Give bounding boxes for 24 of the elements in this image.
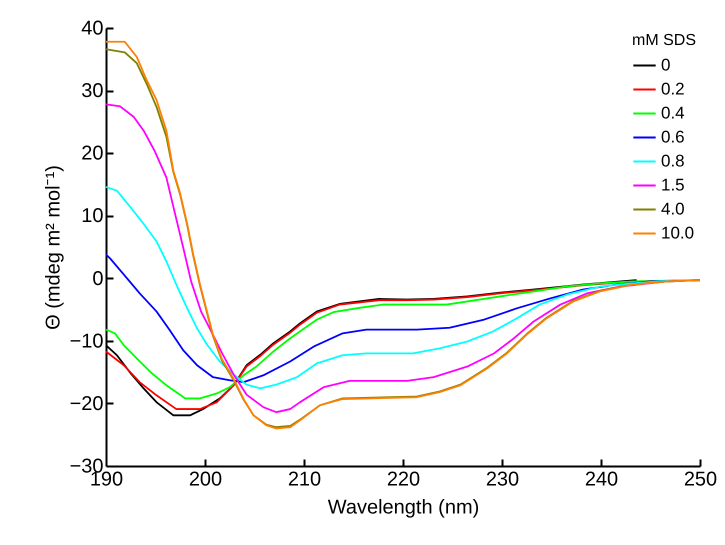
legend-label: 4.0 [661,200,685,218]
x-tick-label: 230 [486,468,520,490]
y-tick-label: 10 [81,205,104,228]
y-tick-label: 30 [81,80,104,102]
y-tick-label: −10 [70,330,104,352]
y-tick-label: 0 [92,268,104,290]
y-axis-title: Θ (mdeg m² mol⁻¹) [42,165,65,330]
legend-label: 0.4 [661,104,685,122]
legend-title: mM SDS [632,32,696,49]
legend-label: 1.5 [661,176,685,194]
x-tick-label: 220 [386,468,420,490]
legend-label: 0.2 [661,80,685,98]
x-tick-label: 200 [188,468,222,490]
legend-label: 0.6 [661,128,685,146]
legend-label: 0 [661,56,670,74]
y-tick-label: −20 [70,392,104,415]
legend-label: 10.0 [661,224,694,242]
x-tick-label: 210 [288,468,322,490]
legend-label: 0.8 [661,152,685,170]
y-tick-label: 20 [81,142,104,165]
y-tick-label: 40 [81,18,104,40]
x-tick-label: 240 [584,468,618,490]
x-axis-title: Wavelength (nm) [328,496,480,518]
x-tick-label: 250 [684,468,718,490]
